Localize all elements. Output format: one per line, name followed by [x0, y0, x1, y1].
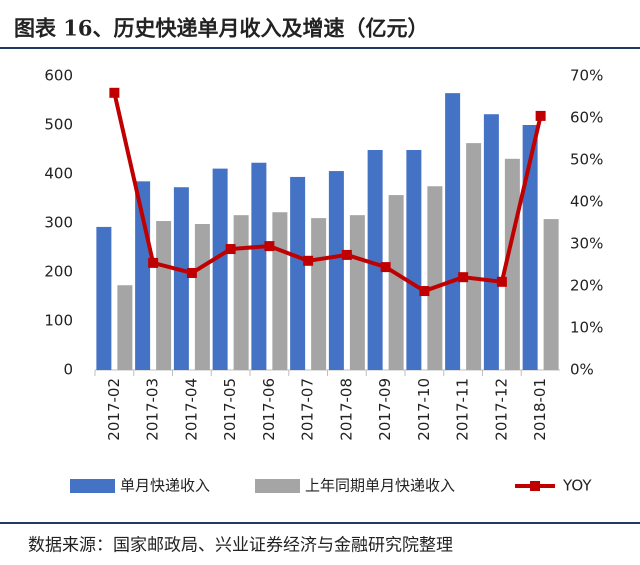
- y2-tick-label: 30%: [570, 235, 603, 253]
- bar: [251, 162, 267, 370]
- y2-tick-label: 70%: [570, 67, 603, 85]
- bar: [233, 215, 249, 370]
- line-marker: [186, 267, 197, 278]
- line-marker: [225, 244, 236, 255]
- bar: [96, 226, 112, 370]
- y-tick-label: 300: [44, 214, 73, 232]
- y-tick-label: 100: [44, 312, 73, 330]
- source: 数据来源：国家邮政局、兴业证券经济与金融研究院整理: [28, 536, 453, 556]
- bar: [173, 187, 189, 370]
- y2-tick-label: 20%: [570, 277, 603, 295]
- bar: [483, 114, 499, 370]
- bar: [156, 221, 172, 370]
- bar: [445, 93, 461, 371]
- line-marker: [496, 276, 507, 287]
- legend-label: YOY: [562, 477, 592, 495]
- x-tick-label: 2017-04: [182, 378, 200, 441]
- bar: [212, 168, 228, 370]
- bar: [311, 218, 327, 370]
- bar: [290, 176, 306, 370]
- y-tick-label: 400: [44, 165, 73, 183]
- y-tick-label: 200: [44, 263, 73, 281]
- x-tick-label: 2017-11: [454, 378, 472, 441]
- legend-label: 上年同期单月快递收入: [305, 477, 455, 495]
- bar: [367, 149, 383, 370]
- line-marker: [535, 110, 546, 121]
- legend-swatch: [70, 479, 115, 493]
- bar: [328, 171, 344, 370]
- line-marker: [341, 249, 352, 260]
- legend-marker: [530, 481, 540, 491]
- x-tick-label: 2017-10: [415, 378, 433, 441]
- x-tick-label: 2017-07: [299, 378, 317, 441]
- line-marker: [380, 262, 391, 273]
- x-tick-label: 2017-03: [144, 378, 162, 441]
- line-marker: [264, 241, 275, 252]
- bar: [117, 285, 133, 370]
- bar: [272, 212, 288, 370]
- bar: [194, 223, 210, 370]
- x-tick-label: 2017-02: [105, 378, 123, 441]
- bar: [349, 215, 365, 370]
- bar: [522, 125, 538, 370]
- y2-tick-label: 50%: [570, 151, 603, 169]
- y-tick-label: 500: [44, 116, 73, 134]
- line-marker: [109, 87, 120, 98]
- bar: [406, 149, 422, 370]
- bar: [543, 219, 559, 370]
- x-tick-label: 2017-06: [260, 378, 278, 441]
- x-tick-label: 2017-08: [337, 378, 355, 441]
- bar: [427, 186, 443, 370]
- chart-title: 图表 16、历史快递单月收入及增速（亿元）: [14, 16, 429, 41]
- y-tick-label: 0: [63, 361, 73, 379]
- line: [112, 92, 543, 294]
- legend-swatch: [255, 479, 300, 493]
- x-tick-label: 2018-01: [531, 378, 549, 441]
- legend-label: 单月快递收入: [120, 477, 210, 495]
- line-marker: [458, 272, 469, 283]
- x-tick-label: 2017-12: [492, 378, 510, 441]
- bar: [466, 143, 482, 370]
- y2-tick-label: 60%: [570, 109, 603, 127]
- y2-tick-label: 10%: [570, 319, 603, 337]
- bar: [504, 158, 520, 370]
- y2-tick-label: 0%: [570, 361, 594, 379]
- line-marker: [419, 286, 430, 297]
- x-tick-label: 2017-09: [376, 378, 394, 441]
- line-marker: [303, 255, 314, 266]
- line-marker: [148, 257, 159, 268]
- y2-tick-label: 40%: [570, 193, 603, 211]
- x-tick-label: 2017-05: [221, 378, 239, 441]
- bar: [388, 195, 404, 370]
- y-tick-label: 600: [44, 67, 73, 85]
